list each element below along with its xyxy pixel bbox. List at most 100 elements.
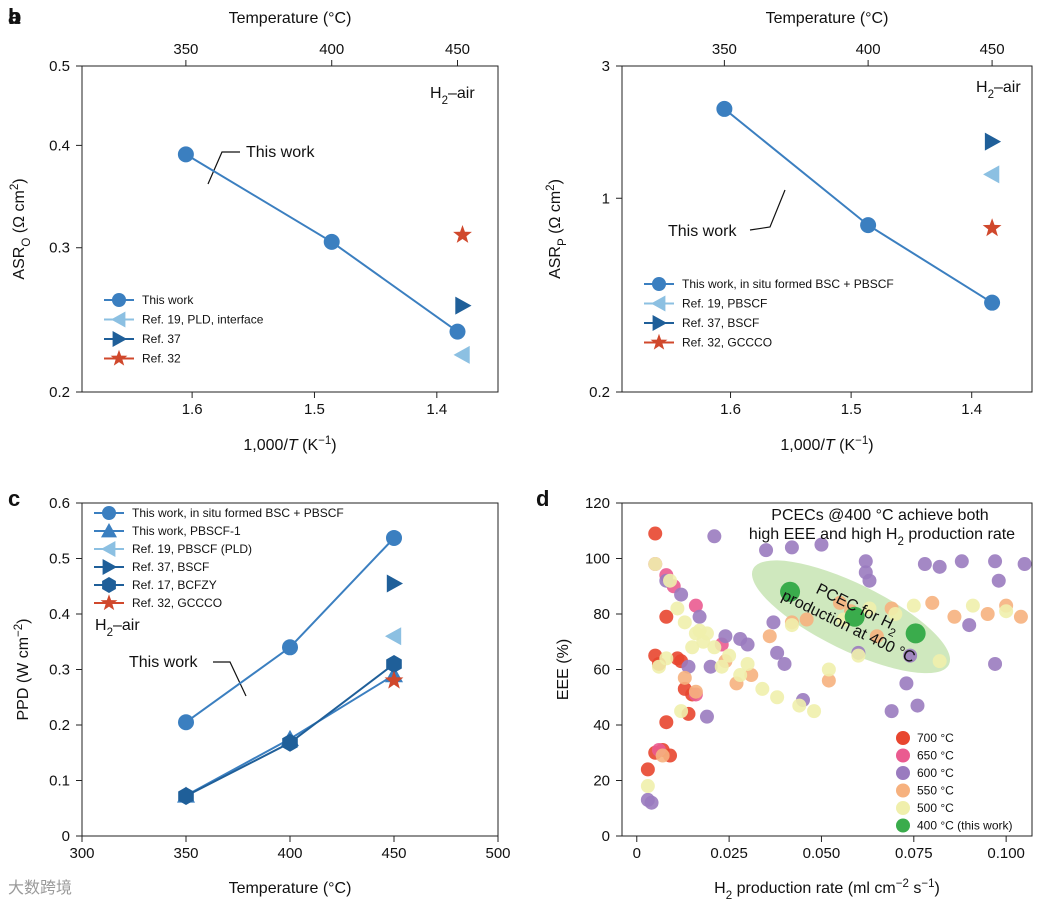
c-data-point — [386, 529, 402, 546]
c-x-tick-label: 400 — [277, 845, 302, 862]
a-legend-label: This work — [142, 293, 194, 307]
c-y-tick-label: 0.3 — [49, 662, 70, 679]
panel-a: a 350 400 450 Temperature (°C) 1.6 1.5 1.4 0.2 0.… — [8, 4, 499, 454]
d-data-point — [655, 748, 670, 763]
c-data-point — [178, 714, 194, 731]
a-legend-label: Ref. 37 — [142, 332, 181, 346]
d-data-point — [988, 554, 1003, 569]
d-data-point — [947, 609, 962, 624]
d-legend-marker — [896, 783, 910, 798]
d-data-point — [807, 704, 822, 719]
b-this-work-label: This work — [668, 223, 737, 240]
a-legend-marker — [112, 331, 127, 347]
d-data-point — [703, 659, 718, 674]
b-legend-marker — [650, 333, 668, 350]
c-data-point — [282, 639, 298, 656]
c-y-tick-label: 0.6 — [49, 495, 70, 512]
d-data-point — [740, 637, 755, 652]
b-data-point — [716, 100, 733, 117]
b-legend-label: This work, in situ formed BSC + PBSCF — [682, 277, 894, 291]
d-data-point — [906, 598, 921, 613]
d-x-tick-label: 0.025 — [710, 845, 748, 862]
d-data-point — [692, 609, 707, 624]
d-data-point — [844, 606, 865, 627]
d-data-point — [718, 629, 733, 644]
d-data-point — [821, 673, 836, 688]
c-y-tick-label: 0.1 — [49, 773, 70, 790]
d-data-point — [869, 629, 884, 644]
d-data-point — [903, 648, 918, 663]
a-series-line — [185, 153, 459, 333]
d-legend-marker — [896, 818, 910, 833]
b-legend-label: Ref. 37, BSCF — [682, 316, 759, 330]
d-data-point — [644, 795, 659, 810]
a-legend-marker — [112, 293, 126, 307]
b-axes-frame — [621, 65, 1033, 393]
b-top-tick-label: 400 — [856, 41, 881, 58]
d-data-point — [932, 559, 947, 574]
d-y-tick-label: 0 — [602, 828, 610, 845]
c-data-point — [384, 670, 404, 689]
d-data-point — [777, 656, 792, 671]
d-data-point — [699, 709, 714, 724]
d-data-point — [910, 698, 925, 713]
b-legend-marker — [652, 315, 667, 331]
b-x-tick-label: 1.6 — [720, 401, 741, 418]
c-legend-marker — [100, 594, 118, 611]
b-legend-label: Ref. 19, PBSCF — [682, 297, 767, 311]
d-title-line-1: PCECs @400 °C achieve both — [771, 507, 988, 524]
a-x-tick-label: 1.5 — [304, 401, 325, 418]
c-data-point — [178, 787, 194, 805]
d-data-point — [688, 598, 703, 613]
b-y-tick-label: 1 — [602, 190, 610, 207]
d-data-point — [648, 557, 663, 572]
d-y-tick-label: 60 — [593, 662, 610, 679]
b-data-point — [984, 294, 1001, 311]
a-legend-marker — [110, 349, 128, 366]
panel-label-d: d — [536, 486, 549, 511]
d-data-point — [851, 648, 866, 663]
a-y-axis-label: ASRO (Ω cm2) — [9, 178, 33, 279]
d-data-point — [670, 601, 685, 616]
b-x-tick-label: 1.5 — [841, 401, 862, 418]
d-data-point — [858, 554, 873, 569]
panel-b: b 350 400 450 Temperature (°C) 1.6 1.5 1.4 0.2 1 3… — [8, 4, 1033, 454]
d-data-point — [733, 668, 748, 683]
d-data-point — [792, 698, 807, 713]
b-data-point — [984, 132, 1002, 151]
d-y-tick-label: 40 — [593, 717, 610, 734]
d-data-point — [707, 529, 722, 544]
d-data-point — [770, 690, 785, 705]
d-data-point — [814, 537, 829, 552]
c-legend-marker — [101, 523, 117, 538]
d-data-point — [699, 626, 714, 641]
c-x-tick-label: 300 — [69, 845, 94, 862]
c-legend-label: This work, PBSCF-1 — [132, 524, 241, 538]
b-series-line — [723, 108, 993, 304]
d-data-point — [674, 587, 689, 602]
d-y-axis-label: EEE (%) — [555, 639, 572, 700]
b-data-point — [982, 218, 1002, 237]
b-y-axis-label: ASRP (Ω cm2) — [545, 179, 569, 279]
c-x-axis-label: Temperature (°C) — [229, 880, 352, 897]
d-y-tick-label: 120 — [585, 495, 610, 512]
d-data-point — [640, 779, 655, 794]
d-data-point — [681, 659, 696, 674]
d-legend-label: 500 °C — [917, 801, 954, 815]
b-annotation-leader — [749, 189, 786, 231]
a-data-point — [323, 233, 340, 250]
panel-c: c 300 350 400 450 500 0 0.1 0.2 0.3 0.4 0.5 0.6 Tempe… — [8, 486, 511, 897]
d-y-tick-label: 80 — [593, 606, 610, 623]
d-data-point — [714, 659, 729, 674]
d-legend-marker — [896, 748, 910, 763]
c-legend-marker — [102, 506, 116, 520]
c-legend-label: Ref. 17, BCFZY — [132, 578, 217, 592]
d-legend-label: 600 °C — [917, 766, 954, 780]
c-y-tick-label: 0.2 — [49, 717, 70, 734]
a-y-tick-label: 0.3 — [49, 240, 70, 257]
b-atmosphere-label: H2–air — [976, 79, 1021, 101]
d-legend-marker — [896, 731, 910, 745]
d-data-point — [677, 615, 692, 630]
d-data-point — [884, 704, 899, 719]
